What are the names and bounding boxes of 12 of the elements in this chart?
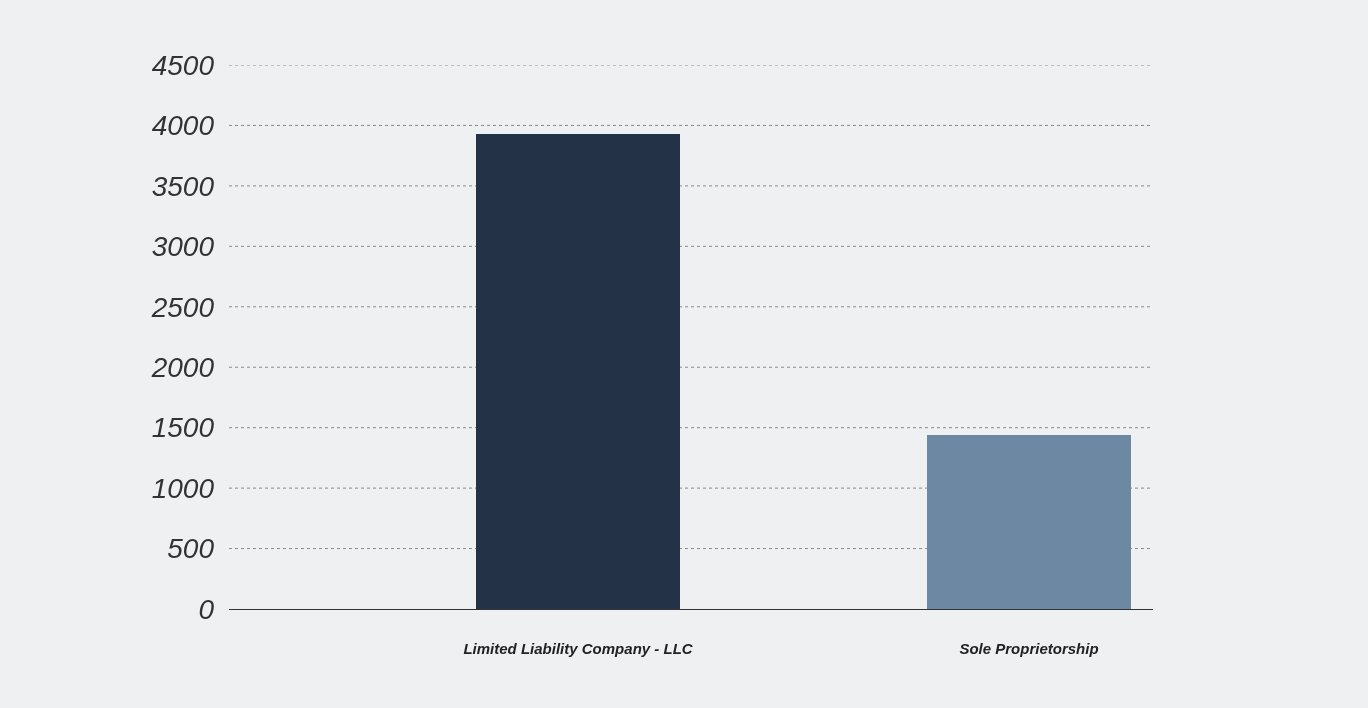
y-tick-label: 3500 (151, 170, 215, 202)
y-tick-label: 2000 (150, 352, 215, 384)
x-tick-label: Limited Liability Company - LLC (463, 640, 694, 657)
y-tick-label: 2500 (150, 291, 215, 323)
y-tick-label: 0 (198, 593, 215, 625)
y-tick-label: 1000 (151, 472, 215, 504)
x-tick-label: Sole Proprietorship (959, 640, 1099, 657)
y-tick-label: 4500 (151, 49, 215, 81)
y-tick-label: 1500 (151, 412, 215, 444)
y-tick-label: 500 (167, 533, 215, 565)
y-tick-label: 4000 (151, 110, 215, 142)
y-tick-label: 3000 (151, 231, 215, 263)
